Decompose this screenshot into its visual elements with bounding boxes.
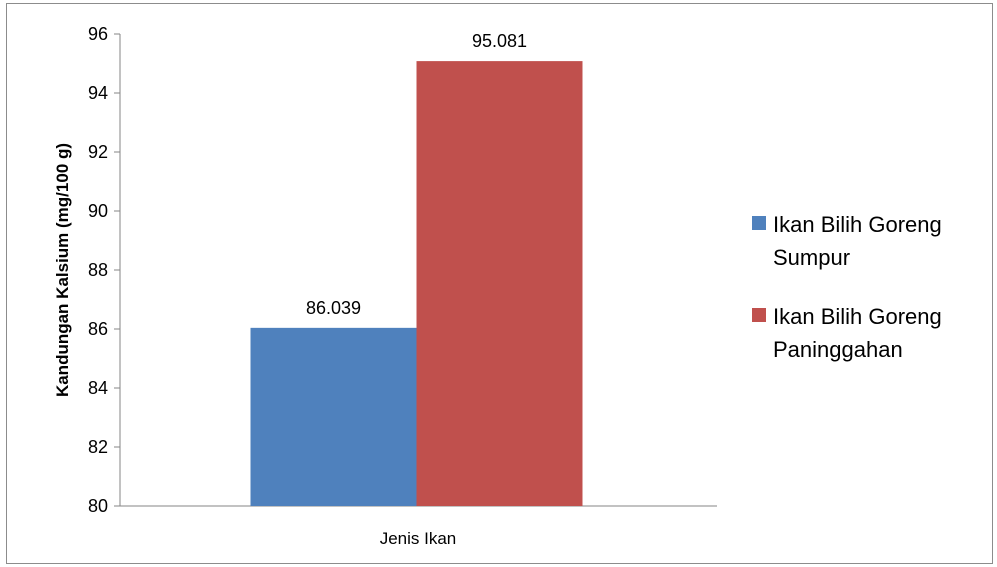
y-tick-label: 86 [88,319,108,339]
legend-label-2-line-1: Ikan Bilih Goreng [773,304,942,329]
y-tick-label: 90 [88,201,108,221]
y-tick-label: 84 [88,378,108,398]
x-axis-label: Jenis Ikan [380,529,457,548]
y-axis-label: Kandungan Kalsium (mg/100 g) [53,143,72,397]
bar-2 [416,61,583,506]
y-tick-label: 80 [88,496,108,516]
y-tick-label: 96 [88,24,108,44]
data-label-2: 95.081 [472,31,527,51]
y-axis: 80 82 84 86 88 90 92 94 96 [88,24,717,516]
legend-label-1-line-1: Ikan Bilih Goreng [773,212,942,237]
legend-swatch-2 [752,308,766,322]
bars [250,61,583,506]
y-tick-label: 94 [88,83,108,103]
data-labels: 86.039 95.081 [306,31,527,318]
legend-label-2-line-2: Paninggahan [773,337,903,362]
y-tick-label: 88 [88,260,108,280]
data-label-1: 86.039 [306,298,361,318]
legend-swatch-1 [752,216,766,230]
legend-label-1-line-2: Sumpur [773,245,850,270]
y-tick-label: 82 [88,437,108,457]
bar-1 [250,327,417,506]
legend: Ikan Bilih Goreng Sumpur Ikan Bilih Goreng… [752,212,942,362]
y-tick-label: 92 [88,142,108,162]
